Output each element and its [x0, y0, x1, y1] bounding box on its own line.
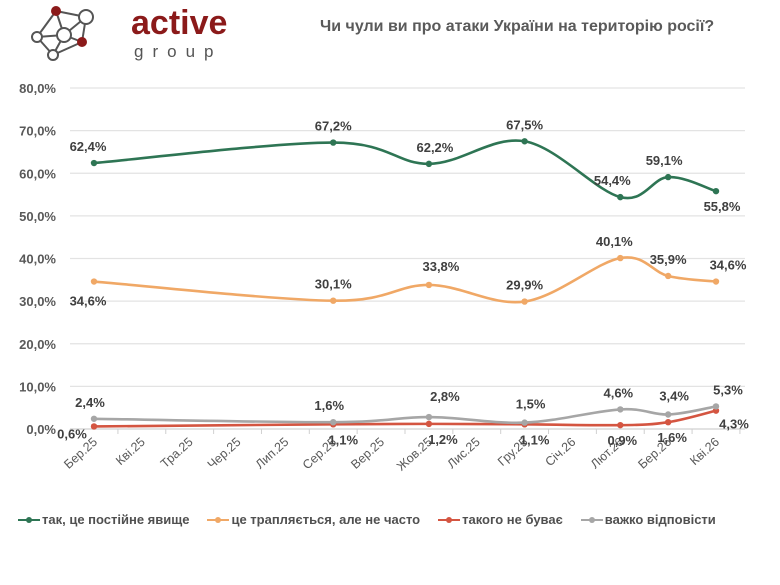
- data-label: 33,8%: [422, 259, 459, 274]
- chart-title: Чи чули ви про атаки України на територі…: [320, 18, 715, 35]
- logo: active group: [28, 4, 227, 64]
- y-tick-label: 60,0%: [19, 166, 56, 181]
- y-tick-label: 20,0%: [19, 337, 56, 352]
- logo-wordmark: active: [131, 4, 228, 42]
- data-point: [664, 418, 672, 426]
- data-label: 35,9%: [650, 252, 687, 267]
- data-label: 62,4%: [70, 139, 107, 154]
- series-line: [92, 405, 718, 425]
- data-point: [521, 138, 528, 145]
- data-label: 34,6%: [710, 258, 747, 273]
- series-line: [92, 139, 718, 200]
- data-label: 67,2%: [315, 119, 352, 134]
- legend-item: важко відповісти: [580, 512, 716, 527]
- x-tick-label: Лип.25: [253, 435, 292, 472]
- data-point: [425, 420, 433, 428]
- data-point: [425, 281, 433, 289]
- y-tick-label: 10,0%: [19, 379, 56, 394]
- data-label: 1,1%: [520, 432, 550, 447]
- legend-line-marker-icon: [18, 515, 40, 525]
- data-label: 34,6%: [70, 294, 107, 309]
- data-point: [617, 193, 624, 201]
- data-label: 2,8%: [430, 389, 460, 404]
- legend-line-marker-icon: [207, 515, 230, 525]
- y-tick-label: 0,0%: [26, 422, 56, 437]
- x-tick-label: Чер.25: [205, 435, 244, 472]
- data-point: [712, 187, 720, 195]
- data-point: [664, 411, 672, 418]
- data-label: 0,9%: [607, 433, 637, 448]
- legend-label: важко відповісти: [604, 512, 716, 527]
- series-line: [92, 409, 718, 428]
- series-line: [92, 256, 718, 304]
- legend-line-marker-icon: [438, 515, 461, 525]
- series-lines: [90, 138, 720, 430]
- legend-item: це трапляється, але не часто: [207, 512, 420, 527]
- data-label: 1,1%: [328, 432, 358, 447]
- data-label: 55,8%: [704, 199, 741, 214]
- data-label: 5,3%: [713, 382, 743, 397]
- data-point: [664, 272, 672, 280]
- legend-item: такого не буває: [438, 512, 563, 527]
- logo-network-icon: [31, 6, 94, 61]
- y-tick-label: 40,0%: [19, 252, 56, 267]
- data-label: 1,6%: [657, 430, 687, 445]
- data-point: [521, 298, 528, 305]
- legend-label: так, це постійне явище: [42, 512, 190, 527]
- data-label: 3,4%: [659, 389, 689, 404]
- data-point: [330, 297, 337, 304]
- data-point: [90, 415, 98, 422]
- data-point: [521, 419, 528, 426]
- data-label: 62,2%: [416, 140, 453, 155]
- data-label: 4,6%: [603, 385, 633, 400]
- data-point: [425, 413, 433, 421]
- data-labels: 62,4% 67,2% 62,2% 67,5% 54,4% 59,1% 55,8% 34,6%…: [57, 117, 749, 448]
- x-tick-label: Кві.25: [113, 435, 148, 468]
- grid-lines: [70, 87, 745, 430]
- x-tick-label: Кві.26: [687, 435, 722, 468]
- series-sometimes: [90, 254, 720, 305]
- data-point: [617, 254, 624, 262]
- series-constant: [90, 138, 720, 201]
- data-point: [425, 160, 433, 168]
- data-point: [664, 173, 672, 181]
- data-label: 1,2%: [428, 432, 458, 447]
- series-hard-to-say: [90, 403, 720, 426]
- y-tick-label: 80,0%: [19, 81, 56, 96]
- data-point: [617, 406, 624, 413]
- data-label: 30,1%: [315, 277, 352, 292]
- legend-label: такого не буває: [462, 512, 563, 527]
- data-label: 4,3%: [719, 417, 749, 432]
- legend: так, це постійне явище це трапляється, ал…: [18, 512, 716, 527]
- legend-item: так, це постійне явище: [18, 512, 189, 527]
- data-point: [330, 418, 337, 426]
- data-label: 1,6%: [314, 398, 344, 413]
- data-point: [90, 423, 98, 430]
- x-tick-label: Тра.25: [158, 435, 196, 471]
- data-label: 40,1%: [596, 234, 633, 249]
- legend-line-marker-icon: [580, 515, 603, 525]
- data-point: [712, 278, 720, 285]
- logo-subtitle: group: [134, 42, 223, 61]
- y-tick-label: 50,0%: [19, 209, 56, 224]
- data-point: [330, 139, 337, 146]
- data-point: [90, 278, 98, 285]
- y-tick-label: 70,0%: [19, 124, 56, 139]
- data-point: [90, 159, 98, 167]
- data-label: 67,5%: [506, 117, 543, 132]
- data-label: 29,9%: [506, 278, 543, 293]
- data-label: 2,4%: [75, 395, 105, 410]
- data-label: 1,5%: [516, 397, 546, 412]
- y-axis: 0,0% 10,0% 20,0% 30,0% 40,0% 50,0% 60,0% 70,0% 8…: [19, 81, 56, 437]
- data-point: [712, 403, 720, 410]
- data-label: 59,1%: [646, 153, 683, 168]
- data-point: [617, 421, 624, 429]
- data-label: 0,6%: [57, 426, 87, 441]
- y-tick-label: 30,0%: [19, 294, 56, 309]
- x-axis: Бер.25 Кві.25 Тра.25 Чер.25 Лип.25 Сер.25 Вер.…: [61, 429, 741, 474]
- legend-label: це трапляється, але не часто: [231, 512, 421, 527]
- data-label: 54,4%: [594, 173, 631, 188]
